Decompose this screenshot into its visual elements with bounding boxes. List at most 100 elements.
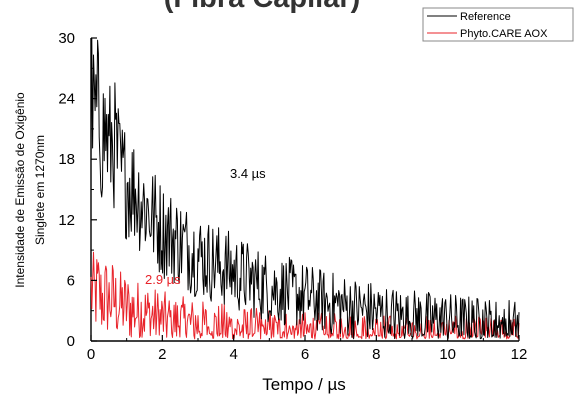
- data-point: [379, 312, 380, 313]
- data-point: [183, 322, 184, 323]
- data-point: [326, 302, 327, 303]
- y-axis: 0 6 12 18 24 30: [58, 30, 97, 350]
- x-tick-label: 0: [87, 346, 95, 363]
- data-point: [240, 275, 241, 276]
- data-point: [304, 332, 305, 333]
- data-point: [315, 299, 316, 300]
- data-point: [465, 335, 466, 336]
- data-point: [112, 138, 113, 139]
- data-point: [347, 306, 348, 307]
- data-point: [369, 310, 370, 311]
- data-point: [123, 179, 124, 180]
- data-point: [101, 138, 102, 139]
- reference-lifetime-annotation: 3.4 µs: [230, 166, 266, 181]
- data-point: [183, 245, 184, 246]
- data-point: [369, 334, 370, 335]
- data-point: [94, 118, 95, 119]
- data-point: [465, 322, 466, 323]
- y-tick-label: 24: [58, 91, 75, 108]
- data-point: [169, 234, 170, 235]
- data-point: [98, 290, 99, 291]
- data-point: [294, 331, 295, 332]
- data-point: [501, 325, 502, 326]
- data-point: [390, 314, 391, 315]
- data-point: [251, 329, 252, 330]
- data-point: [401, 316, 402, 317]
- legend-label-phyto: Phyto.CARE AOX: [460, 28, 548, 40]
- x-tick-label: 2: [158, 346, 166, 363]
- legend-label-reference: Reference: [460, 11, 511, 23]
- data-point: [230, 327, 231, 328]
- data-point: [240, 328, 241, 329]
- data-point: [162, 318, 163, 319]
- data-point: [197, 324, 198, 325]
- legend-box: [422, 7, 574, 42]
- data-point: [133, 310, 134, 311]
- data-point: [208, 260, 209, 261]
- data-point: [90, 290, 91, 291]
- data-point: [272, 288, 273, 289]
- data-point: [429, 335, 430, 336]
- data-point: [176, 239, 177, 240]
- data-point: [108, 149, 109, 150]
- data-point: [115, 302, 116, 303]
- data-point: [155, 219, 156, 220]
- data-point: [518, 326, 519, 327]
- data-point: [197, 255, 198, 256]
- data-point: [112, 298, 113, 299]
- data-point: [119, 169, 120, 170]
- data-point: [251, 280, 252, 281]
- data-point: [115, 149, 116, 150]
- data-point: [176, 321, 177, 322]
- data-point: [483, 324, 484, 325]
- data-point: [169, 320, 170, 321]
- data-point: [208, 325, 209, 326]
- data-point: [401, 334, 402, 335]
- data-point: [190, 250, 191, 251]
- chart-title: (Fibra Capilar): [164, 0, 361, 14]
- data-point: [283, 290, 284, 291]
- data-point: [105, 128, 106, 129]
- y-tick-label: 6: [67, 272, 75, 289]
- data-point: [126, 307, 127, 308]
- data-point: [304, 296, 305, 297]
- data-point: [337, 333, 338, 334]
- y-tick-label: 30: [58, 30, 75, 47]
- data-point: [326, 333, 327, 334]
- data-point: [101, 300, 102, 301]
- data-point: [379, 334, 380, 335]
- x-tick-label: 10: [439, 346, 456, 363]
- data-point: [411, 317, 412, 318]
- y-tick-label: 0: [67, 333, 75, 350]
- data-point: [262, 330, 263, 331]
- x-tick-label: 4: [229, 346, 237, 363]
- legend: Reference Phyto.CARE AOX: [422, 7, 574, 42]
- data-point: [262, 285, 263, 286]
- data-point: [294, 293, 295, 294]
- x-tick-label: 6: [301, 346, 309, 363]
- data-point: [148, 209, 149, 210]
- x-axis-label: Tempo / µs: [262, 375, 346, 394]
- x-tick-label: 8: [372, 346, 380, 363]
- data-point: [447, 320, 448, 321]
- data-point: [501, 335, 502, 336]
- data-point: [162, 229, 163, 230]
- data-point: [105, 295, 106, 296]
- y-axis-label: Intensidade de Emissão de Oxigênio Singl…: [13, 92, 47, 288]
- data-point: [148, 314, 149, 315]
- y-tick-label: 12: [58, 212, 75, 229]
- data-point: [140, 199, 141, 200]
- x-tick-label: 12: [511, 346, 528, 363]
- data-point: [119, 305, 120, 306]
- y-tick-label: 18: [58, 151, 75, 168]
- data-point: [337, 304, 338, 305]
- y-axis-label-line-2: Singlete em 1270nm: [33, 135, 47, 245]
- data-point: [98, 108, 99, 109]
- data-point: [429, 319, 430, 320]
- series-layer: [90, 38, 520, 340]
- data-point: [94, 295, 95, 296]
- data-point: [230, 270, 231, 271]
- data-point: [358, 308, 359, 309]
- data-point: [283, 331, 284, 332]
